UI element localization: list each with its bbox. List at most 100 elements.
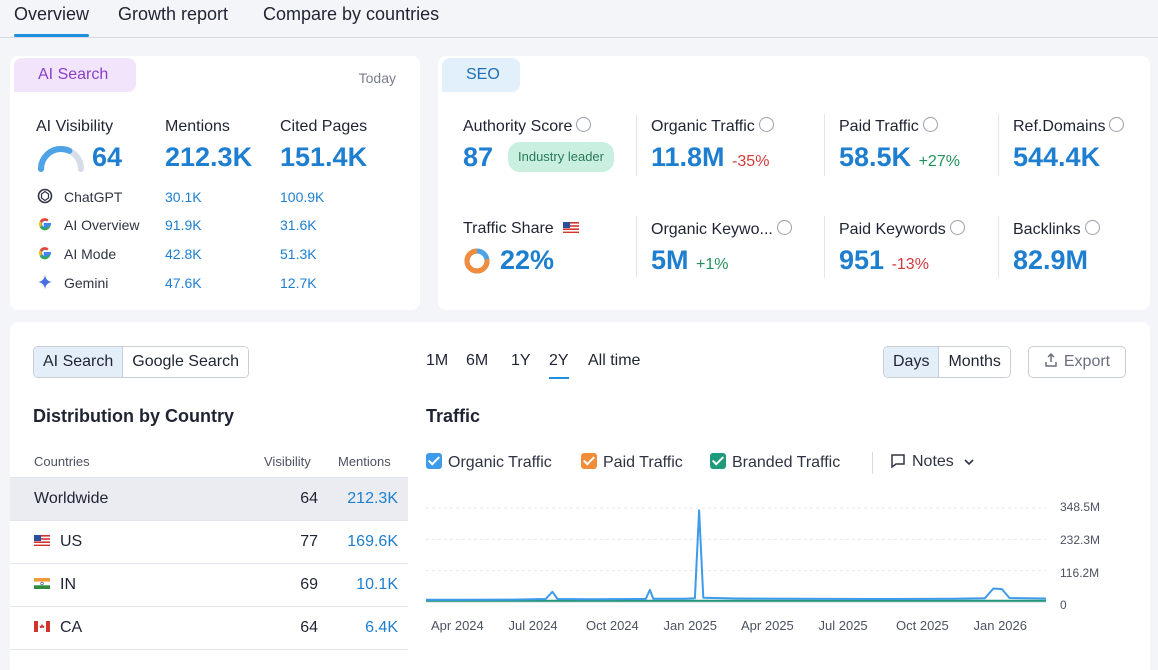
checkbox-checked-icon[interactable] (581, 453, 597, 469)
y-tick-label: 348.5M (1060, 500, 1101, 514)
country-mentions[interactable]: 6.4K (365, 619, 398, 636)
divider (998, 114, 999, 176)
column-header-countries[interactable]: Countries (34, 454, 90, 469)
range-all-time[interactable]: All time (588, 352, 641, 369)
paid-keywords-label: Paid Keywords (839, 220, 965, 239)
platform-chatgpt-mentions[interactable]: 30.1K (165, 189, 202, 205)
paid-traffic-value[interactable]: 58.5K +27% (839, 142, 960, 172)
country-visibility: 69 (300, 576, 318, 593)
gemini-icon (38, 275, 52, 289)
tab-overview[interactable]: Overview (14, 4, 90, 37)
x-tick-label: Jul 2025 (818, 618, 868, 633)
info-icon[interactable] (922, 117, 938, 132)
ref-domains-value[interactable]: 544.4K (1013, 142, 1101, 172)
industry-leader-badge: Industry leader (508, 142, 614, 172)
organic-traffic-value[interactable]: 11.8M -35% (651, 142, 770, 172)
backlinks-value[interactable]: 82.9M (1013, 245, 1089, 275)
table-row[interactable]: IN 69 10.1K (10, 564, 408, 607)
traffic-panel: AI Search Google Search 1M 6M 1Y 2Y All … (10, 322, 1150, 670)
country-name: Worldwide (34, 490, 109, 507)
platform-chatgpt-cited[interactable]: 100.9K (280, 189, 325, 205)
checkbox-checked-icon[interactable] (710, 453, 726, 469)
ca-flag-icon (34, 621, 50, 632)
info-icon[interactable] (949, 220, 965, 235)
paid-keywords-value[interactable]: 951 -13% (839, 245, 929, 275)
country-name: IN (34, 576, 76, 594)
chatgpt-icon (37, 188, 53, 204)
mentions-label: Mentions (165, 118, 230, 135)
today-label: Today (358, 70, 396, 86)
organic-traffic-label: Organic Traffic (651, 117, 774, 136)
divider (998, 216, 999, 278)
notes-icon (891, 454, 905, 469)
legend-organic-traffic[interactable]: Organic Traffic (426, 453, 552, 472)
range-6m[interactable]: 6M (466, 352, 489, 369)
table-row[interactable]: CA 64 6.4K (10, 607, 408, 650)
divider (824, 114, 825, 176)
google-search-toggle-button[interactable]: Google Search (123, 347, 248, 377)
platform-gemini-cited[interactable]: 12.7K (280, 275, 317, 291)
tab-growth-report[interactable]: Growth report (118, 4, 229, 24)
backlinks-label: Backlinks (1013, 220, 1100, 239)
platform-ai-mode-cited[interactable]: 51.3K (280, 246, 317, 262)
paid-keywords-delta: -13% (891, 256, 929, 273)
notes-dropdown[interactable]: Notes (890, 453, 974, 471)
checkbox-checked-icon[interactable] (426, 453, 442, 469)
granularity-toggle: Days Months (883, 346, 1011, 378)
ai-search-pill: AI Search (14, 58, 136, 92)
google-icon (39, 218, 51, 231)
cited-pages-label: Cited Pages (280, 118, 368, 135)
traffic-share-value[interactable]: 22% (500, 245, 555, 275)
info-icon[interactable] (758, 117, 774, 132)
legend-branded-traffic[interactable]: Branded Traffic (710, 453, 840, 472)
platform-ai-overview-mentions[interactable]: 91.9K (165, 217, 202, 233)
export-button[interactable]: Export (1028, 346, 1126, 378)
seo-card: SEO Authority Score 87 Industry leader O… (438, 56, 1150, 310)
legend-paid-traffic[interactable]: Paid Traffic (581, 453, 683, 472)
country-name: CA (34, 619, 82, 637)
x-tick-label: Jan 2026 (973, 618, 1028, 633)
range-1y[interactable]: 1Y (511, 352, 531, 369)
tab-compare-by-countries[interactable]: Compare by countries (263, 4, 440, 24)
mentions-value[interactable]: 212.3K (165, 142, 253, 172)
table-header-divider (10, 477, 408, 478)
ai-search-toggle-button[interactable]: AI Search (34, 347, 124, 377)
info-icon[interactable] (776, 220, 792, 235)
x-tick-label: Oct 2025 (896, 618, 949, 633)
info-icon[interactable] (1109, 117, 1125, 132)
ai-visibility-gauge-icon (38, 146, 84, 172)
table-row[interactable]: US 77 169.6K (10, 521, 408, 564)
info-icon[interactable] (1084, 220, 1100, 235)
platform-ai-overview-name: AI Overview (64, 217, 140, 233)
x-tick-label: Jul 2024 (508, 618, 558, 633)
paid-traffic-label: Paid Traffic (839, 117, 938, 136)
platform-ai-mode-mentions[interactable]: 42.8K (165, 246, 202, 262)
organic-traffic-delta: -35% (732, 153, 770, 170)
platform-ai-overview-cited[interactable]: 31.6K (280, 217, 317, 233)
range-2y[interactable]: 2Y (549, 352, 569, 379)
days-button[interactable]: Days (884, 347, 940, 377)
country-mentions[interactable]: 10.1K (356, 576, 398, 593)
x-tick-label: Apr 2025 (741, 618, 794, 633)
country-mentions[interactable]: 212.3K (347, 490, 398, 507)
range-1m[interactable]: 1M (426, 352, 449, 369)
column-header-mentions[interactable]: Mentions (338, 454, 391, 469)
platform-gemini-mentions[interactable]: 47.6K (165, 275, 202, 291)
chevron-down-icon (964, 459, 974, 466)
traffic-chart[interactable] (426, 502, 1046, 612)
authority-score-value[interactable]: 87 (463, 142, 494, 172)
column-header-visibility[interactable]: Visibility (264, 454, 311, 469)
organic-keywords-value[interactable]: 5M +1% (651, 245, 729, 275)
cited-pages-value[interactable]: 151.4K (280, 142, 368, 172)
in-flag-icon (34, 578, 50, 589)
months-button[interactable]: Months (939, 347, 1010, 377)
divider (636, 216, 637, 278)
organic-keywords-delta: +1% (696, 256, 729, 273)
traffic-share-label: Traffic Share (463, 220, 580, 238)
platform-gemini-name: Gemini (64, 275, 109, 291)
info-icon[interactable] (576, 117, 592, 132)
table-row[interactable]: Worldwide 64 212.3K (10, 478, 408, 521)
divider (824, 216, 825, 278)
platform-ai-mode-name: AI Mode (64, 246, 117, 262)
country-mentions[interactable]: 169.6K (347, 533, 398, 550)
